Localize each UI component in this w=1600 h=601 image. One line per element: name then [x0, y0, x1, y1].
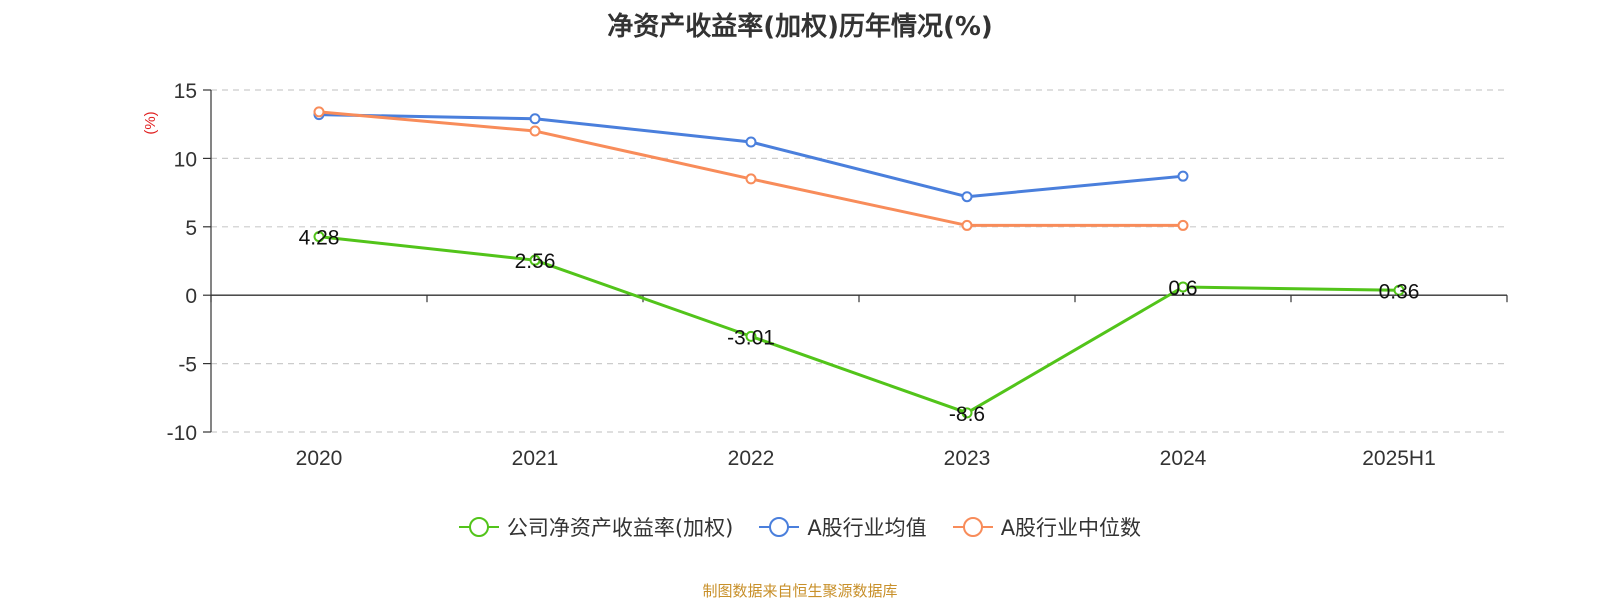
- legend-marker-icon: [952, 515, 993, 539]
- data-point: [1177, 170, 1189, 182]
- grid-lines: [211, 89, 1507, 433]
- legend-marker-icon: [458, 515, 499, 539]
- legend-label: A股行业中位数: [1000, 516, 1142, 540]
- legend-item[interactable]: A股行业均值: [759, 512, 927, 542]
- y-tick-label: 15: [174, 80, 197, 103]
- x-tick-label: 2020: [296, 447, 343, 470]
- legend-label: 公司净资产收益率(加权): [506, 516, 734, 540]
- data-point: [745, 173, 757, 185]
- data-point: [529, 125, 541, 137]
- legend-item[interactable]: A股行业中位数: [952, 512, 1142, 542]
- x-tick-label: 2023: [944, 447, 991, 470]
- legend-marker-icon: [759, 515, 800, 539]
- x-tick-label: 2022: [728, 447, 775, 470]
- data-label: 0.6: [1168, 277, 1197, 300]
- y-tick-label: 0: [185, 285, 197, 308]
- data-point: [1177, 281, 1189, 293]
- data-point: [313, 231, 325, 243]
- data-point: [529, 254, 541, 266]
- axes: -10 -5 0 5 10 15 2020 2021 2022 2023 2024 2025H1: [167, 80, 1508, 470]
- chart-title: 净资产收益率(加权)历年情况(%): [607, 12, 993, 42]
- y-tick-label: -5: [178, 354, 197, 377]
- data-point: [961, 407, 973, 419]
- data-label: 2.56: [515, 250, 556, 273]
- legend-label: A股行业均值: [807, 516, 927, 540]
- series-lines: [313, 106, 1405, 419]
- data-point: [1393, 284, 1405, 296]
- data-point: [313, 106, 325, 118]
- data-point: [961, 191, 973, 203]
- data-point: [745, 136, 757, 148]
- legend-item[interactable]: 公司净资产收益率(加权): [458, 512, 734, 542]
- data-point: [1177, 219, 1189, 231]
- y-tick-label: 5: [185, 217, 197, 240]
- data-label: 0.36: [1379, 280, 1420, 303]
- series-line: [318, 110, 1183, 227]
- data-labels: 4.28 2.56 -3.01 -8.6 0.6 0.36: [299, 227, 1420, 426]
- data-point: [529, 113, 541, 125]
- y-axis-label: (%): [142, 111, 159, 134]
- legend: 公司净资产收益率(加权) A股行业均值 A股行业中位数: [0, 512, 1600, 542]
- source-note: 制图数据来自恒生聚源数据库: [702, 582, 898, 600]
- x-tick-label: 2024: [1160, 447, 1207, 470]
- x-tick-label: 2025H1: [1362, 447, 1436, 470]
- series-line: [318, 235, 1400, 415]
- data-point: [961, 219, 973, 231]
- data-label: 4.28: [299, 227, 340, 250]
- y-tick-label: -10: [167, 422, 197, 445]
- data-label: -8.6: [949, 403, 985, 426]
- x-tick-label: 2021: [512, 447, 559, 470]
- data-point: [745, 330, 757, 342]
- data-label: -3.01: [727, 326, 775, 349]
- y-tick-label: 10: [174, 148, 197, 171]
